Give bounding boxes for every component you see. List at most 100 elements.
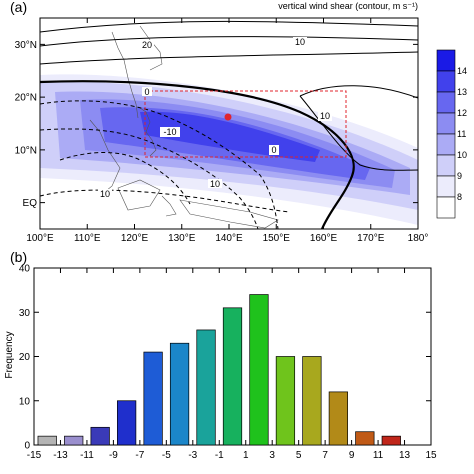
x-tick-label: -11 xyxy=(80,450,94,461)
contour-neg-d xyxy=(40,189,291,213)
svg-text:0: 0 xyxy=(271,145,276,155)
map-title: vertical wind shear (contour, m s⁻¹) xyxy=(278,1,418,11)
map-y-tick-label: EQ xyxy=(23,198,38,209)
y-tick-label: 10 xyxy=(19,396,31,407)
contour-label-10-c: 10 xyxy=(208,179,222,189)
colorbar-swatch xyxy=(436,49,456,72)
bar xyxy=(37,435,57,446)
x-tick-label: -9 xyxy=(109,450,118,461)
svg-text:20: 20 xyxy=(142,40,152,50)
map-x-tick-label: 180° xyxy=(408,233,429,244)
x-tick-label: 9 xyxy=(349,450,355,461)
coastline-sulawesi xyxy=(161,195,177,217)
map-x-tick-label: 120°E xyxy=(121,233,149,244)
contour-label-10-d: 10 xyxy=(98,189,112,199)
bar xyxy=(249,294,269,446)
colorbar-swatch xyxy=(436,133,456,156)
bar xyxy=(302,356,322,446)
bar xyxy=(196,329,216,446)
x-tick-label: 15 xyxy=(425,450,437,461)
colorbar-label: 10 xyxy=(457,150,467,160)
colorbar-label: 12 xyxy=(457,108,467,118)
y-tick-label: 40 xyxy=(19,264,31,275)
contour-label-neg10: -10 xyxy=(160,127,180,137)
colorbar-label: 14 xyxy=(457,66,467,76)
bar xyxy=(169,342,190,446)
map-x-tick-label: 140°E xyxy=(215,233,243,244)
bar xyxy=(381,435,401,446)
colorbar-label: 13 xyxy=(457,87,467,97)
colorbar-swatch xyxy=(436,196,456,219)
colorbar-label: 11 xyxy=(457,129,466,139)
colorbar-label: 8 xyxy=(457,192,462,202)
y-tick-label: 30 xyxy=(19,308,31,319)
panel-b-label: (b) xyxy=(10,249,27,265)
svg-text:0: 0 xyxy=(144,87,149,97)
y-axis-label: Frequency xyxy=(4,331,15,378)
svg-text:10: 10 xyxy=(100,189,110,199)
x-tick-label: 13 xyxy=(399,450,411,461)
coastline-philippines xyxy=(139,107,157,157)
y-tick-label: 0 xyxy=(24,441,30,452)
bar xyxy=(275,356,296,446)
contour-label-10-b: 10 xyxy=(318,111,332,121)
map-y-tick-label: 20°N xyxy=(15,93,37,104)
map-x-tick-label: 170°E xyxy=(357,233,385,244)
svg-text:-10: -10 xyxy=(163,127,176,137)
panel-a-label: (a) xyxy=(10,0,27,15)
x-tick-label: 3 xyxy=(269,450,275,461)
map-x-tick-label: 100°E xyxy=(26,233,54,244)
bar xyxy=(328,391,348,446)
svg-text:10: 10 xyxy=(295,37,305,47)
map-x-tick-label: 130°E xyxy=(168,233,196,244)
contour-top xyxy=(40,20,418,33)
colorbar-label: 9 xyxy=(457,171,462,181)
map-x-tick-label: 110°E xyxy=(74,233,101,244)
map-x-tick-label: 150°E xyxy=(263,233,291,244)
bar xyxy=(90,426,110,446)
x-tick-label: 7 xyxy=(322,450,328,461)
analysis-box xyxy=(144,90,347,158)
colorbar-swatch xyxy=(436,70,456,93)
contour-10-east-lower xyxy=(299,95,418,171)
contour-10-east xyxy=(299,85,418,99)
colorbar-swatch xyxy=(436,154,456,177)
contour-neg-b xyxy=(40,128,259,229)
contour-20 xyxy=(40,36,418,47)
bar xyxy=(117,400,137,446)
coastline-new-guinea xyxy=(179,199,279,229)
x-tick-label: -5 xyxy=(162,450,171,461)
contour-label-0-b: 0 xyxy=(269,145,279,155)
x-tick-label: 11 xyxy=(373,450,384,461)
colorbar-swatch xyxy=(436,112,456,135)
contour-neg-a xyxy=(40,100,279,229)
contour-10-north xyxy=(40,51,418,65)
contour-0-thick xyxy=(40,80,355,229)
center-marker xyxy=(224,113,232,121)
x-tick-label: -3 xyxy=(188,450,197,461)
colorbar: 14 13 12 11 10 9 8 xyxy=(436,49,467,219)
x-tick-label: 5 xyxy=(296,450,302,461)
coastline-korea-japan xyxy=(139,25,163,71)
x-tick-label: -7 xyxy=(135,450,144,461)
map-area: 20 10 0 -10 10 0 10 10 xyxy=(40,18,418,229)
contour-label-10-a: 10 xyxy=(293,37,307,47)
bar xyxy=(355,431,375,446)
contour-label-0-a: 0 xyxy=(142,87,152,97)
map-y-tick-label: 30°N xyxy=(15,40,37,51)
x-tick-label: -1 xyxy=(215,450,224,461)
map-y-tick-label: 10°N xyxy=(15,145,37,156)
map-x-tick-label: 160°E xyxy=(310,233,338,244)
svg-text:10: 10 xyxy=(320,111,330,121)
colorbar-swatch xyxy=(436,91,456,114)
bar xyxy=(143,351,163,446)
x-tick-label: -15 xyxy=(27,450,42,461)
x-tick-label: 1 xyxy=(243,450,249,461)
bar-series xyxy=(37,294,401,446)
colorbar-swatch xyxy=(436,175,456,198)
bar xyxy=(222,307,243,446)
y-tick-label: 20 xyxy=(19,352,31,363)
coastline-borneo xyxy=(117,179,161,211)
